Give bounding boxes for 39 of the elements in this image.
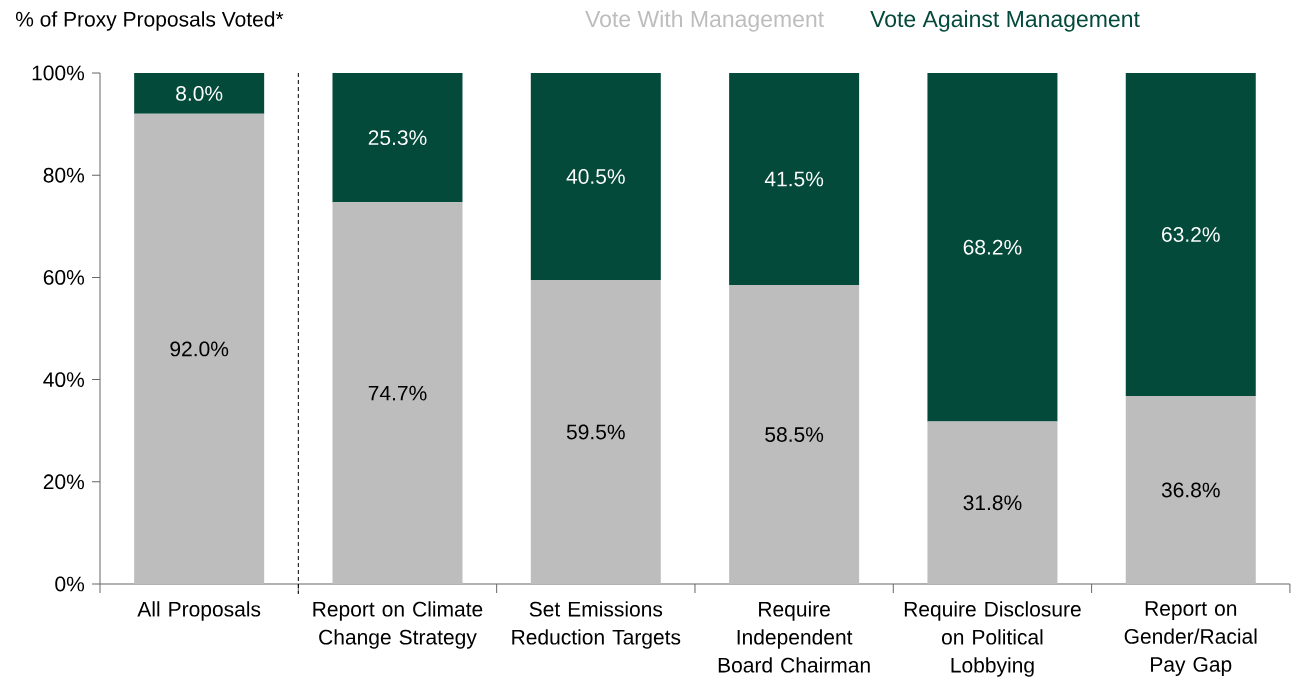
y-axis-title: % of Proxy Proposals Voted*	[15, 11, 284, 31]
text: Vote With Management	[585, 10, 824, 32]
bar	[729, 285, 860, 584]
bar	[1125, 395, 1256, 584]
data-label: 8.0%	[176, 86, 223, 101]
bar	[729, 73, 860, 286]
x-tick-label: Set Emissions Reduction Targets	[512, 601, 681, 649]
x-tick-label: Report on Gender/Racial Pay Gap	[1124, 601, 1257, 677]
data-label: 74.7%	[368, 385, 427, 401]
x-tick-label: All Proposals	[137, 601, 261, 621]
y-tick-label: 100%	[32, 65, 85, 81]
bar	[530, 279, 661, 584]
bar	[134, 73, 265, 114]
data-label: 41.5%	[764, 171, 824, 187]
data-label: 63.2%	[1162, 227, 1220, 242]
data-label: 36.8%	[1161, 482, 1220, 498]
series-label: Vote Against Management	[870, 10, 1140, 32]
y-tick-label: 0%	[55, 576, 85, 592]
data-label: 68.2%	[963, 239, 1022, 255]
data-label: 92.0%	[170, 341, 229, 357]
y-tick-label: 80%	[43, 167, 85, 183]
data-label: 59.5%	[566, 424, 625, 440]
y-tick-label: 60%	[43, 269, 85, 285]
bar	[332, 202, 463, 584]
data-label: 31.8%	[963, 495, 1022, 511]
bar	[134, 113, 265, 584]
y-tick-label: 20%	[43, 474, 85, 490]
bar	[530, 73, 661, 280]
bar	[927, 73, 1058, 422]
y-tick-label: 40%	[43, 372, 85, 388]
bar	[1125, 73, 1256, 396]
x-tick-label: Report on Climate Change Strategy	[313, 601, 483, 649]
bar	[927, 421, 1058, 584]
data-label: 58.5%	[765, 427, 824, 442]
x-tick-label: Require Disclosure on Political Lobbying	[904, 601, 1081, 677]
x-tick-label: Require Independent Board Chairman	[718, 601, 870, 673]
bar	[332, 73, 463, 203]
data-label: 40.5%	[566, 169, 625, 184]
data-label: 25.3%	[368, 130, 427, 146]
